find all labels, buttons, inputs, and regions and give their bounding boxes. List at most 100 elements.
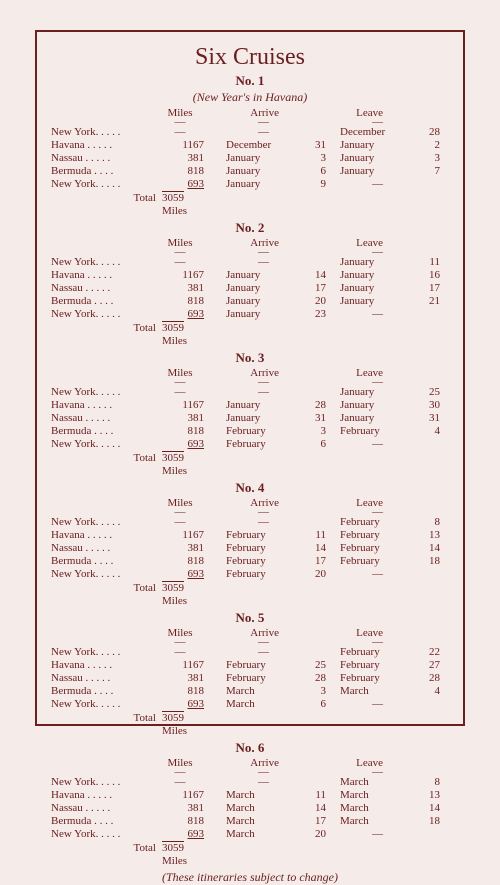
- table-header: MilesArriveLeave: [51, 237, 449, 249]
- arrive-day-cell: 3: [301, 685, 326, 698]
- port-cell: New York. . . . .: [51, 178, 156, 191]
- cruise-number: No. 1: [51, 73, 449, 89]
- arrive-month-cell: —: [212, 126, 301, 139]
- leave-day-cell: 2: [415, 139, 440, 152]
- leave-month-cell: February: [326, 672, 415, 685]
- leave-month-cell: March: [326, 815, 415, 828]
- leave-day-cell: 27: [415, 659, 440, 672]
- miles-cell: 693: [156, 568, 212, 581]
- port-cell: Havana . . . . .: [51, 659, 156, 672]
- leave-month-cell: January: [326, 165, 415, 178]
- cruise-subtitle: (New Year's in Havana): [51, 90, 449, 105]
- total-row: Total3059 Miles: [51, 322, 449, 348]
- leave-day-cell: [415, 698, 440, 711]
- itinerary-row: Bermuda . . . .818January20January21: [51, 295, 449, 308]
- miles-cell: 381: [156, 802, 212, 815]
- arrive-day-cell: 28: [301, 399, 326, 412]
- port-cell: Havana . . . . .: [51, 139, 156, 152]
- miles-cell: 818: [156, 165, 212, 178]
- arrive-day-cell: [301, 256, 326, 269]
- footnote: (These itineraries subject to change): [51, 870, 449, 885]
- port-cell: New York. . . . .: [51, 438, 156, 451]
- itinerary-row: New York. . . . .693March6—: [51, 698, 449, 711]
- miles-cell: 818: [156, 425, 212, 438]
- leave-day-cell: 13: [415, 789, 440, 802]
- leave-month-cell: January: [326, 152, 415, 165]
- total-label: Total: [51, 452, 162, 478]
- arrive-day-cell: [301, 126, 326, 139]
- arrive-month-cell: March: [212, 698, 301, 711]
- miles-cell: 1167: [156, 269, 212, 282]
- leave-day-cell: 30: [415, 399, 440, 412]
- arrive-day-cell: 3: [301, 152, 326, 165]
- miles-cell: 818: [156, 295, 212, 308]
- leave-day-cell: 25: [415, 386, 440, 399]
- itinerary-row: New York. . . . .——February22: [51, 646, 449, 659]
- leave-day-cell: 8: [415, 776, 440, 789]
- arrive-day-cell: 20: [301, 828, 326, 841]
- itinerary-row: Bermuda . . . .818March3March4: [51, 685, 449, 698]
- port-cell: Havana . . . . .: [51, 269, 156, 282]
- cruises-container: No. 1(New Year's in Havana) MilesArriveLe…: [51, 73, 449, 868]
- leave-month-cell: March: [326, 802, 415, 815]
- cruise-number: No. 3: [51, 350, 449, 366]
- arrive-day-cell: 17: [301, 282, 326, 295]
- miles-cell: 693: [156, 178, 212, 191]
- itinerary-row: Nassau . . . . .381February14February14: [51, 542, 449, 555]
- itinerary-row: New York. . . . .693February20—: [51, 568, 449, 581]
- miles-cell: 693: [156, 308, 212, 321]
- leave-month-cell: March: [326, 789, 415, 802]
- itinerary-row: New York. . . . .693February6—: [51, 438, 449, 451]
- arrive-month-cell: March: [212, 815, 301, 828]
- leave-day-cell: 7: [415, 165, 440, 178]
- itinerary-row: Havana . . . . .1167January14January16: [51, 269, 449, 282]
- port-cell: Nassau . . . . .: [51, 672, 156, 685]
- leave-day-cell: 16: [415, 269, 440, 282]
- total-row: Total3059 Miles: [51, 192, 449, 218]
- header-arrive: Arrive: [204, 367, 283, 379]
- arrive-month-cell: —: [212, 646, 301, 659]
- leave-day-cell: 28: [415, 672, 440, 685]
- table-header: MilesArriveLeave: [51, 627, 449, 639]
- leave-day-cell: 14: [415, 802, 440, 815]
- header-leave: Leave: [308, 757, 387, 769]
- arrive-month-cell: January: [212, 178, 301, 191]
- port-cell: Havana . . . . .: [51, 529, 156, 542]
- arrive-month-cell: January: [212, 152, 301, 165]
- leave-month-cell: January: [326, 139, 415, 152]
- arrive-month-cell: February: [212, 568, 301, 581]
- miles-cell: 818: [156, 685, 212, 698]
- table-header: MilesArriveLeave: [51, 107, 449, 119]
- header-arrive: Arrive: [204, 107, 283, 119]
- page: Six Cruises No. 1(New Year's in Havana)M…: [0, 0, 500, 756]
- itinerary-row: Havana . . . . .1167December31January2: [51, 139, 449, 152]
- miles-cell: 1167: [156, 529, 212, 542]
- port-cell: New York. . . . .: [51, 308, 156, 321]
- leave-month-cell: February: [326, 555, 415, 568]
- itinerary-row: Nassau . . . . .381March14March14: [51, 802, 449, 815]
- leave-month-cell: February: [326, 516, 415, 529]
- total-label: Total: [51, 322, 162, 348]
- cruise-number: No. 6: [51, 740, 449, 756]
- leave-month-cell: January: [326, 269, 415, 282]
- total-label: Total: [51, 582, 162, 608]
- itinerary-row: Bermuda . . . .818March17March18: [51, 815, 449, 828]
- leave-month-cell: February: [326, 425, 415, 438]
- miles-cell: —: [156, 256, 212, 269]
- port-cell: Bermuda . . . .: [51, 815, 156, 828]
- miles-cell: —: [156, 646, 212, 659]
- leave-day-cell: 3: [415, 152, 440, 165]
- arrive-month-cell: February: [212, 542, 301, 555]
- arrive-month-cell: March: [212, 685, 301, 698]
- arrive-month-cell: —: [212, 256, 301, 269]
- leave-month-cell: January: [326, 295, 415, 308]
- arrive-month-cell: —: [212, 386, 301, 399]
- itinerary-row: New York. . . . .——December28: [51, 126, 449, 139]
- miles-cell: 818: [156, 815, 212, 828]
- header-arrive: Arrive: [204, 627, 283, 639]
- arrive-day-cell: 9: [301, 178, 326, 191]
- miles-cell: 381: [156, 412, 212, 425]
- leave-month-cell: February: [326, 529, 415, 542]
- miles-cell: 381: [156, 672, 212, 685]
- miles-cell: 693: [156, 438, 212, 451]
